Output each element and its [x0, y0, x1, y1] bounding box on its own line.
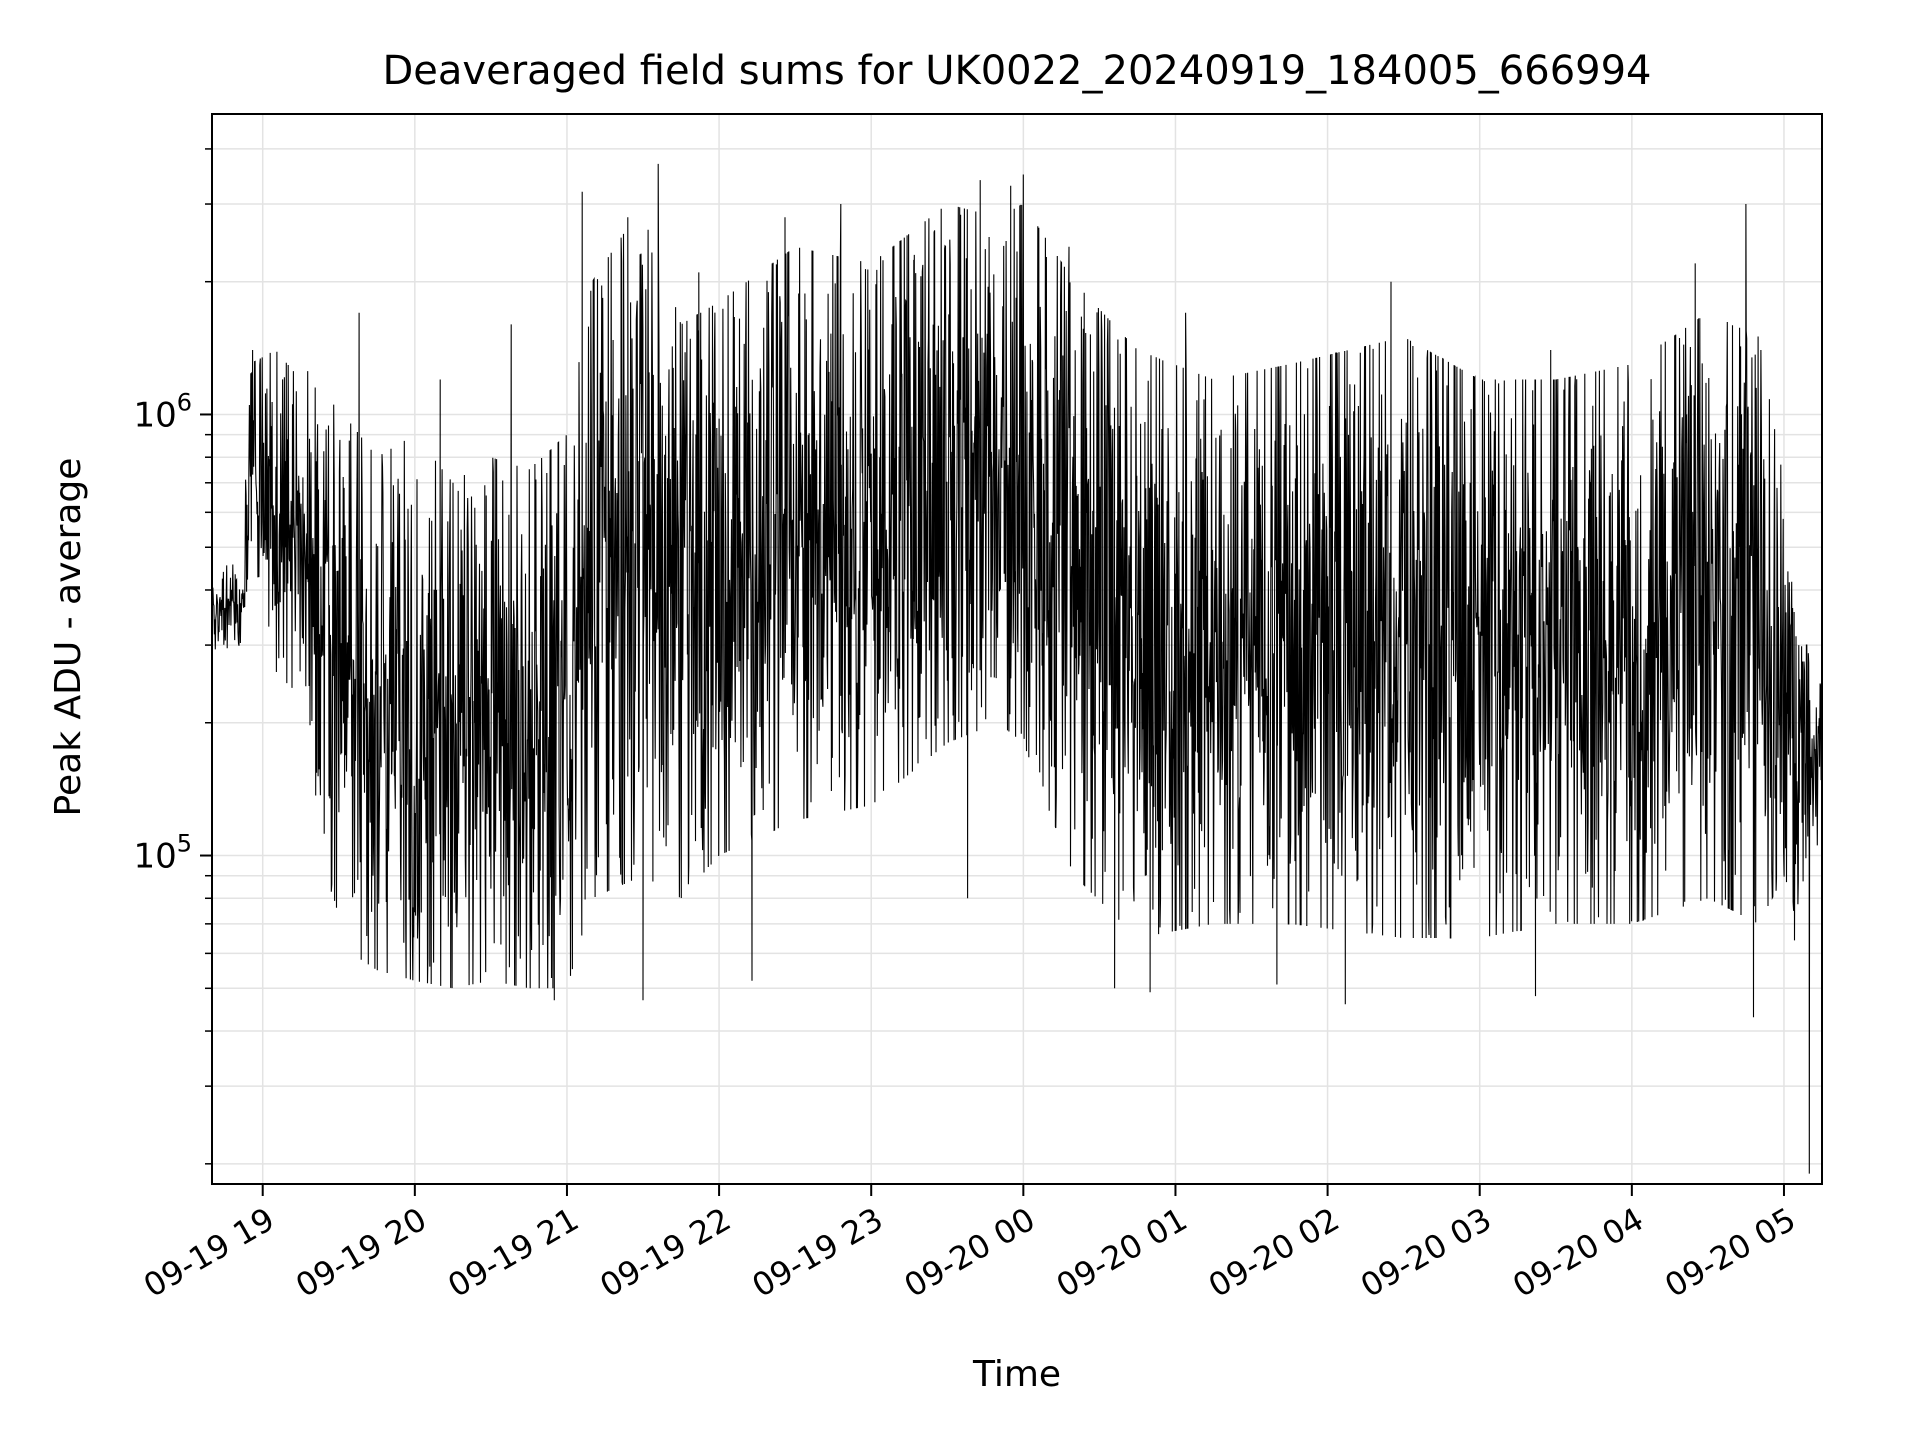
plot-frame [211, 113, 1823, 1185]
y-tick-label-exponent: 6 [177, 388, 192, 416]
data-series [212, 163, 1822, 1174]
chart-title: Deaveraged field sums for UK0022_2024091… [382, 48, 1651, 94]
y-tick-label-base: 10 [133, 395, 176, 435]
y-tick-label-exponent: 5 [177, 830, 192, 858]
series-line [212, 163, 1822, 1174]
x-axis-label: Time [972, 1354, 1061, 1395]
y-tick-label-base: 10 [133, 837, 176, 877]
y-tick-label: 106 [133, 388, 192, 435]
y-tick-label: 105 [133, 830, 192, 877]
y-axis-label: Peak ADU - average [48, 458, 89, 817]
